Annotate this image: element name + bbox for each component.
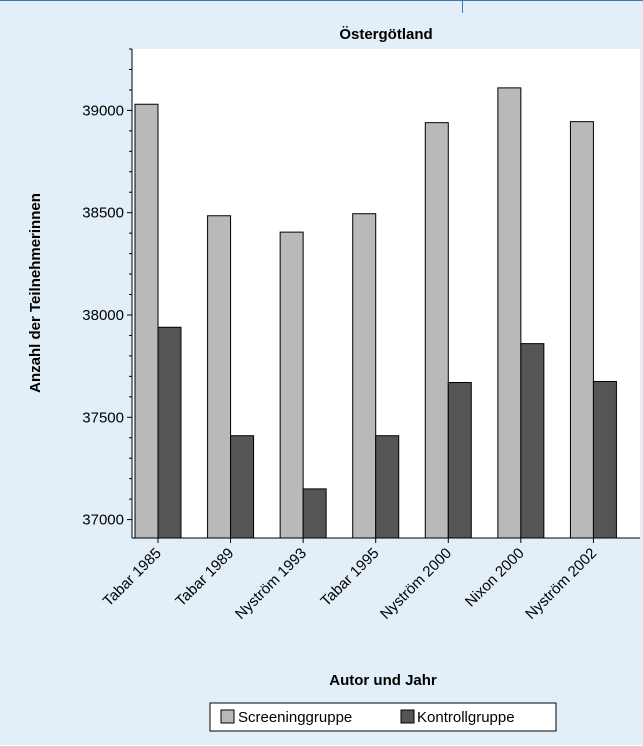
legend-swatch-screening <box>220 709 235 724</box>
legend-swatch-kontroll <box>400 709 415 724</box>
x-tick-label: Tabar 1995 <box>317 545 382 610</box>
chart-title: Östergötland <box>339 26 432 43</box>
x-tick-label: Tabar 1989 <box>172 545 237 610</box>
x-tick-label: Tabar 1985 <box>100 545 165 610</box>
bar-screening <box>207 215 232 539</box>
bar-kontroll <box>230 435 255 539</box>
y-tick-label: 38000 <box>82 307 124 324</box>
bar-kontroll <box>520 343 545 539</box>
x-tick-label: Nixon 2000 <box>462 545 528 611</box>
y-tick-label: 37000 <box>82 512 124 529</box>
bars <box>134 87 617 539</box>
legend-label-kontroll: Kontrollgruppe <box>417 709 515 726</box>
x-tick-label: Nyström 2000 <box>377 545 455 623</box>
y-tick-label: 39000 <box>82 102 124 119</box>
x-axis-label: Autor und Jahr <box>329 672 437 689</box>
frame-tick <box>462 1 463 13</box>
bar-kontroll <box>447 382 472 539</box>
x-tick-label: Nyström 2002 <box>522 545 600 623</box>
bar-kontroll <box>592 380 617 539</box>
bar-kontroll <box>157 326 182 539</box>
bar-screening <box>279 231 304 539</box>
legend-box <box>209 702 557 732</box>
bar-screening <box>497 87 522 539</box>
y-tick-label: 37500 <box>82 409 124 426</box>
bar-kontroll <box>375 435 400 539</box>
y-axis-label: Anzahl der Teilnehmerinnen <box>27 193 44 393</box>
bar-screening <box>352 213 377 539</box>
legend: Screeninggruppe Kontrollgruppe <box>209 702 557 732</box>
y-tick-label: 38500 <box>82 205 124 222</box>
legend-label-screening: Screeninggruppe <box>238 709 352 726</box>
bar-screening <box>424 122 449 539</box>
x-tick-label: Nyström 1993 <box>232 545 310 623</box>
bar-kontroll <box>302 488 327 539</box>
y-ticks: 37000 37500 38000 38500 39000 <box>82 48 132 529</box>
bar-screening <box>134 103 159 539</box>
bar-screening <box>569 121 594 539</box>
